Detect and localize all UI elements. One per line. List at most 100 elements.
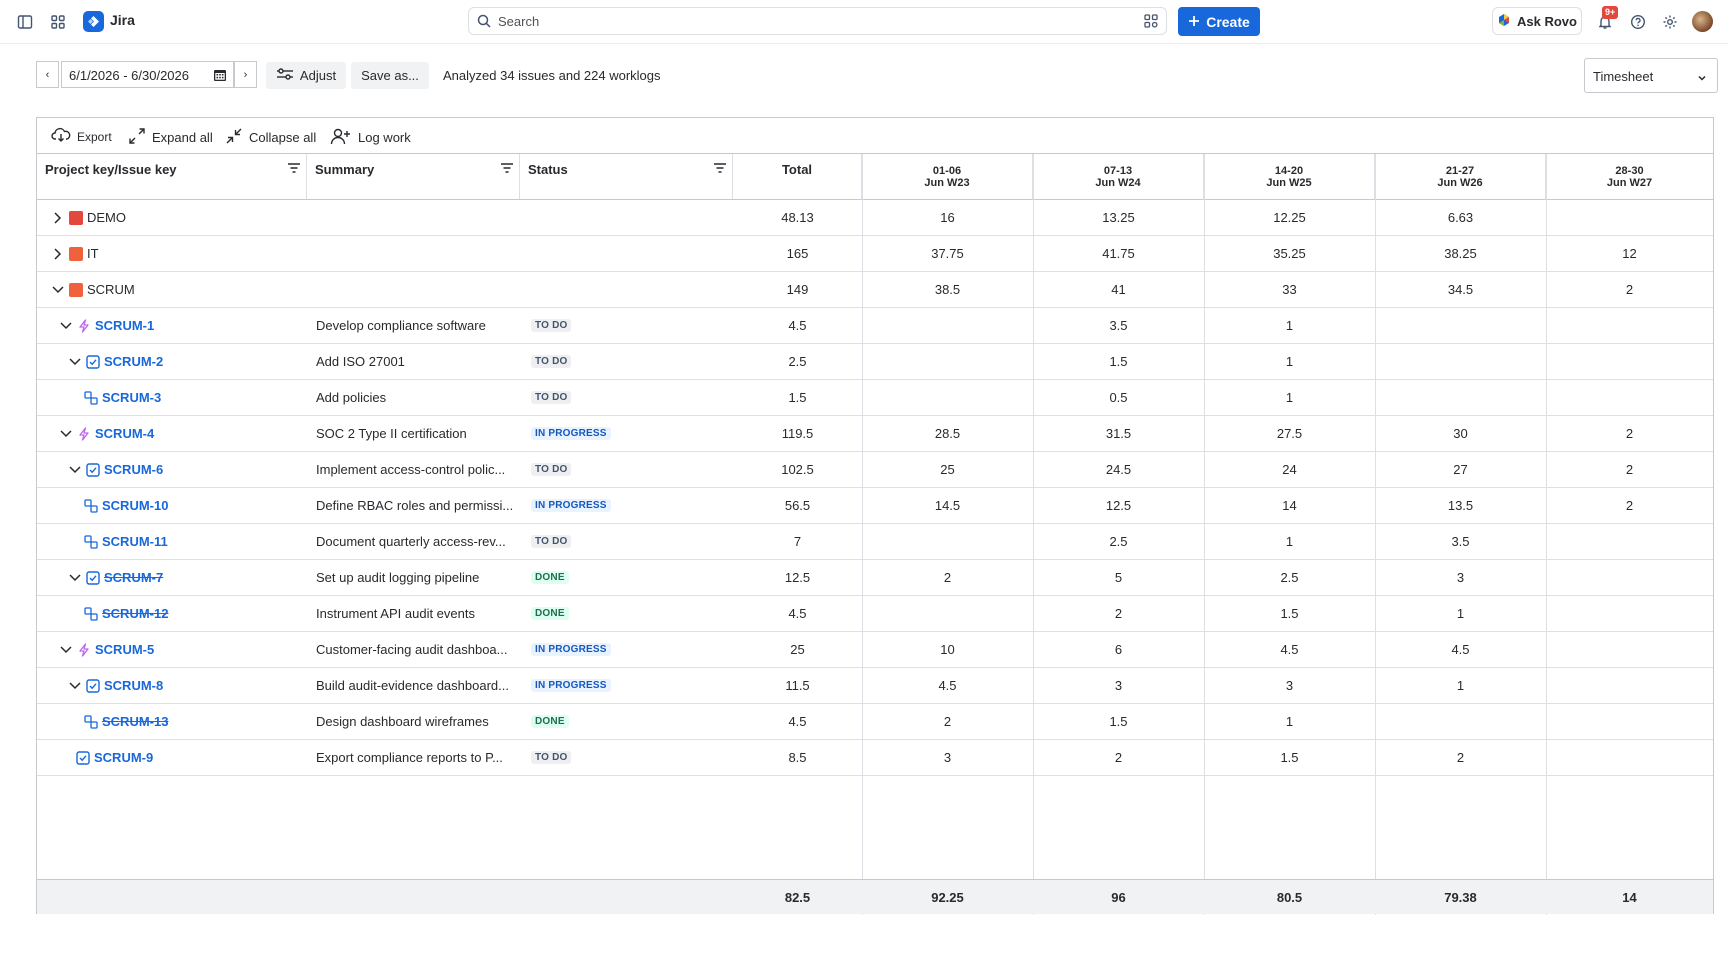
week-hours-cell[interactable]: 2 xyxy=(1625,498,1634,513)
week-hours-cell[interactable]: 12.5 xyxy=(1105,498,1132,513)
week-hours-cell[interactable]: 13.25 xyxy=(1102,210,1135,225)
project-row[interactable]: IT 165 37.75 41.75 35.25 38.25 12 xyxy=(37,236,1713,272)
week-hours-cell[interactable]: 2 xyxy=(1625,282,1634,297)
week-hours-cell[interactable]: 1.5 xyxy=(1280,750,1299,765)
week-hours-cell[interactable]: 35.25 xyxy=(1273,246,1306,261)
sidebar-toggle-icon[interactable] xyxy=(14,11,36,33)
week-hours-cell[interactable] xyxy=(1546,740,1713,775)
issue-key-link[interactable]: SCRUM-9 xyxy=(94,750,154,765)
jira-logo-icon[interactable] xyxy=(83,11,104,32)
week-hours-cell[interactable]: 1.5 xyxy=(1109,354,1128,369)
week-hours-cell[interactable] xyxy=(862,308,1033,343)
week-hours-cell[interactable]: 2 xyxy=(1625,426,1634,441)
app-name[interactable]: Jira xyxy=(110,12,135,28)
column-header-key[interactable]: Project key/Issue key xyxy=(37,154,307,199)
week-hours-cell[interactable] xyxy=(1546,632,1713,667)
settings-gear-icon[interactable] xyxy=(1659,11,1681,33)
filter-icon[interactable] xyxy=(500,161,514,178)
chevron-down-icon[interactable] xyxy=(68,679,82,693)
week-hours-cell[interactable]: 0.5 xyxy=(1109,390,1128,405)
adjust-button[interactable]: Adjust xyxy=(266,62,346,89)
issue-row[interactable]: SCRUM-9 Export compliance reports to P...… xyxy=(37,740,1713,776)
week-hours-cell[interactable]: 14 xyxy=(1282,498,1297,513)
week-hours-cell[interactable]: 10 xyxy=(940,642,955,657)
project-row[interactable]: DEMO 48.13 16 13.25 12.25 6.63 xyxy=(37,200,1713,236)
column-header-week[interactable]: 28-30 Jun W27 xyxy=(1606,165,1653,189)
week-hours-cell[interactable]: 3.5 xyxy=(1451,534,1470,549)
calendar-icon[interactable] xyxy=(213,68,227,85)
week-hours-cell[interactable]: 1 xyxy=(1285,318,1294,333)
week-hours-cell[interactable]: 2 xyxy=(1114,750,1123,765)
issue-row[interactable]: SCRUM-2 Add ISO 27001 TO DO 2.5 1.5 1 xyxy=(37,344,1713,380)
view-select-dropdown[interactable]: Timesheet xyxy=(1584,58,1718,93)
column-header-status[interactable]: Status xyxy=(520,154,733,199)
week-hours-cell[interactable] xyxy=(1546,200,1713,235)
week-hours-cell[interactable] xyxy=(1546,380,1713,415)
issue-row[interactable]: SCRUM-6 Implement access-control polic...… xyxy=(37,452,1713,488)
week-hours-cell[interactable]: 1.5 xyxy=(1280,606,1299,621)
ask-rovo-button[interactable]: Ask Rovo xyxy=(1492,7,1582,35)
week-hours-cell[interactable]: 27 xyxy=(1453,462,1468,477)
issue-key-link[interactable]: SCRUM-7 xyxy=(104,570,164,585)
advanced-search-icon[interactable] xyxy=(1144,14,1158,33)
chevron-down-icon[interactable] xyxy=(68,463,82,477)
week-hours-cell[interactable]: 3 xyxy=(943,750,952,765)
filter-icon[interactable] xyxy=(713,161,727,178)
collapse-all-button[interactable]: Collapse all xyxy=(225,127,316,148)
chevron-down-icon[interactable] xyxy=(51,283,65,297)
week-hours-cell[interactable]: 1.5 xyxy=(1109,714,1128,729)
week-hours-cell[interactable]: 3 xyxy=(1114,678,1123,693)
issue-row[interactable]: SCRUM-8 Build audit-evidence dashboard...… xyxy=(37,668,1713,704)
week-hours-cell[interactable]: 4.5 xyxy=(1451,642,1470,657)
week-hours-cell[interactable] xyxy=(1546,704,1713,739)
issue-row[interactable]: SCRUM-1 Develop compliance software TO DO 4… xyxy=(37,308,1713,344)
filter-icon[interactable] xyxy=(287,161,301,178)
issue-key-link[interactable]: SCRUM-10 xyxy=(102,498,169,513)
chevron-down-icon[interactable] xyxy=(68,355,82,369)
week-hours-cell[interactable]: 12.25 xyxy=(1273,210,1306,225)
week-hours-cell[interactable]: 38.5 xyxy=(934,282,961,297)
issue-row[interactable]: SCRUM-10 Define RBAC roles and permissi..… xyxy=(37,488,1713,524)
week-hours-cell[interactable]: 41 xyxy=(1111,282,1126,297)
column-header-week[interactable]: 14-20 Jun W25 xyxy=(1204,154,1375,199)
create-button[interactable]: Create xyxy=(1178,7,1260,36)
week-hours-cell[interactable] xyxy=(862,344,1033,379)
log-work-button[interactable]: Log work xyxy=(330,127,411,148)
app-switcher-icon[interactable] xyxy=(47,11,69,33)
week-hours-cell[interactable]: 24.5 xyxy=(1105,462,1132,477)
expand-all-button[interactable]: Expand all xyxy=(128,127,213,148)
week-hours-cell[interactable]: 12 xyxy=(1622,246,1637,261)
week-hours-cell[interactable]: 38.25 xyxy=(1444,246,1477,261)
issue-key-link[interactable]: SCRUM-5 xyxy=(95,642,155,657)
week-hours-cell[interactable]: 25 xyxy=(940,462,955,477)
week-hours-cell[interactable]: 33 xyxy=(1282,282,1297,297)
issue-key-link[interactable]: SCRUM-6 xyxy=(104,462,164,477)
week-hours-cell[interactable]: 30 xyxy=(1453,426,1468,441)
week-hours-cell[interactable]: 31.5 xyxy=(1105,426,1132,441)
column-header-week[interactable]: 07-13 Jun W24 xyxy=(1033,154,1204,199)
chevron-down-icon[interactable] xyxy=(59,643,73,657)
week-hours-cell[interactable] xyxy=(1546,596,1713,631)
issue-row[interactable]: SCRUM-11 Document quarterly access-rev...… xyxy=(37,524,1713,560)
save-as-button[interactable]: Save as... xyxy=(351,62,429,89)
issue-row[interactable]: SCRUM-4 SOC 2 Type II certification IN PRO… xyxy=(37,416,1713,452)
week-hours-cell[interactable]: 5 xyxy=(1114,570,1123,585)
week-hours-cell[interactable]: 3 xyxy=(1456,570,1465,585)
issue-key-link[interactable]: SCRUM-12 xyxy=(102,606,169,621)
week-hours-cell[interactable]: 2.5 xyxy=(1280,570,1299,585)
week-hours-cell[interactable]: 3 xyxy=(1285,678,1294,693)
issue-key-link[interactable]: SCRUM-8 xyxy=(104,678,164,693)
week-hours-cell[interactable]: 16 xyxy=(940,210,955,225)
week-hours-cell[interactable]: 41.75 xyxy=(1102,246,1135,261)
week-hours-cell[interactable] xyxy=(862,524,1033,559)
week-hours-cell[interactable] xyxy=(1546,524,1713,559)
search-input[interactable]: Search xyxy=(468,7,1167,35)
week-hours-cell[interactable]: 2 xyxy=(1114,606,1123,621)
week-hours-cell[interactable]: 6.63 xyxy=(1447,210,1474,225)
help-icon[interactable] xyxy=(1627,11,1649,33)
week-hours-cell[interactable]: 2 xyxy=(1625,462,1634,477)
week-hours-cell[interactable] xyxy=(862,380,1033,415)
week-hours-cell[interactable]: 4.5 xyxy=(1280,642,1299,657)
week-hours-cell[interactable] xyxy=(1375,344,1546,379)
issue-key-link[interactable]: SCRUM-1 xyxy=(95,318,155,333)
